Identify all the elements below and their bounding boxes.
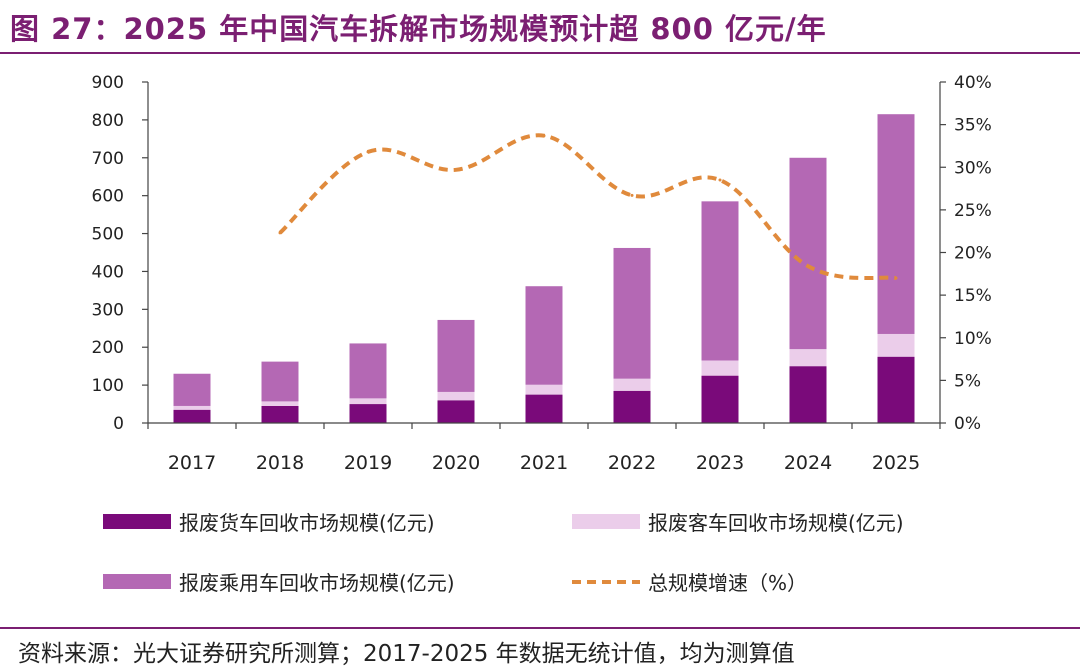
legend-label-0: 报废货车回收市场规模(亿元) xyxy=(179,511,435,535)
right-tick-label-35%: 35% xyxy=(954,116,992,136)
left-tick-label-500: 500 xyxy=(92,225,124,245)
axes-layer: 0 100 200 300 400 500 600 700 800 900 0% 5% 10% 15% 20… xyxy=(92,73,992,474)
title-divider xyxy=(0,52,1080,54)
bar-2025-series-2 xyxy=(877,114,915,334)
source-note: 资料来源：光大证券研究所测算；2017-2025 年数据无统计值，均为测算值 xyxy=(18,641,795,667)
left-tick-label-400: 400 xyxy=(92,262,124,282)
bar-2022-series-2 xyxy=(613,247,651,379)
bar-2020-series-2 xyxy=(437,319,475,392)
right-tick-label-5%: 5% xyxy=(954,371,981,391)
bar-2021-series-1 xyxy=(525,384,563,395)
bar-2021-series-2 xyxy=(525,286,563,385)
bar-2019-series-1 xyxy=(349,398,387,405)
x-tick-label-2022: 2022 xyxy=(608,452,656,474)
growth-point-2024 xyxy=(806,264,810,268)
right-tick-label-15%: 15% xyxy=(954,286,992,306)
x-tick-label-2025: 2025 xyxy=(872,452,920,474)
legend-swatch-0 xyxy=(103,514,171,529)
bar-2018-series-2 xyxy=(261,361,299,402)
right-tick-label-10%: 10% xyxy=(954,329,992,349)
left-tick-label-600: 600 xyxy=(92,187,124,207)
bar-2017-series-1 xyxy=(173,405,211,410)
bar-2022-series-0 xyxy=(613,390,651,423)
growth-point-2020 xyxy=(454,168,458,172)
growth-point-2025 xyxy=(894,276,898,280)
right-tick-label-40%: 40% xyxy=(954,73,992,93)
growth-point-2022 xyxy=(630,193,634,197)
figure-title: 图 27：2025 年中国汽车拆解市场规模预计超 800 亿元/年 xyxy=(10,12,827,46)
legend: 报废货车回收市场规模(亿元) 报废客车回收市场规模(亿元) 报废乘用车回收市场规模(… xyxy=(103,511,904,595)
x-tick-label-2021: 2021 xyxy=(520,452,568,474)
growth-point-2023 xyxy=(718,178,722,182)
right-tick-label-0%: 0% xyxy=(954,414,981,434)
left-tick-label-300: 300 xyxy=(92,300,124,320)
legend-swatch-2 xyxy=(103,574,171,589)
bar-2022-series-1 xyxy=(613,378,651,391)
bar-2018-series-1 xyxy=(261,401,299,406)
x-tick-label-2017: 2017 xyxy=(168,452,216,474)
bar-2025-series-1 xyxy=(877,333,915,357)
x-tick-label-2024: 2024 xyxy=(784,452,832,474)
growth-point-2018 xyxy=(278,231,282,235)
bar-2025-series-0 xyxy=(877,356,915,423)
left-tick-label-0: 0 xyxy=(113,414,124,434)
bar-2024-series-0 xyxy=(789,366,827,423)
bar-2023-series-1 xyxy=(701,360,739,376)
right-tick-label-20%: 20% xyxy=(954,244,992,264)
growth-point-2019 xyxy=(366,150,370,154)
bar-2024-series-1 xyxy=(789,349,827,367)
legend-label-1: 报废客车回收市场规模(亿元) xyxy=(648,511,904,535)
bar-2020-series-1 xyxy=(437,391,475,401)
left-tick-label-700: 700 xyxy=(92,149,124,169)
bar-2023-series-2 xyxy=(701,201,739,361)
source-divider xyxy=(0,627,1080,629)
x-tick-label-2023: 2023 xyxy=(696,452,744,474)
growth-rate-line xyxy=(278,133,897,281)
left-tick-label-900: 900 xyxy=(92,73,124,93)
bar-2020-series-0 xyxy=(437,400,475,423)
bar-2018-series-0 xyxy=(261,405,299,423)
bar-2019-series-0 xyxy=(349,404,387,423)
left-tick-label-800: 800 xyxy=(92,111,124,131)
x-tick-label-2018: 2018 xyxy=(256,452,304,474)
growth-line-layer xyxy=(278,133,898,281)
growth-point-2021 xyxy=(542,134,546,138)
legend-swatch-1 xyxy=(572,514,640,529)
x-tick-label-2019: 2019 xyxy=(344,452,392,474)
left-tick-label-100: 100 xyxy=(92,376,124,396)
legend-label-3: 总规模增速（%） xyxy=(648,571,807,595)
bar-2017-series-0 xyxy=(173,409,211,423)
right-tick-label-25%: 25% xyxy=(954,201,992,221)
bar-2023-series-0 xyxy=(701,375,739,423)
bar-2024-series-2 xyxy=(789,157,827,350)
bar-2019-series-2 xyxy=(349,343,387,399)
bar-2021-series-0 xyxy=(525,394,563,423)
stacked-bar-line-chart: 0 100 200 300 400 500 600 700 800 900 0% 5% 10% 15% 20… xyxy=(92,73,992,595)
bar-2017-series-2 xyxy=(173,373,211,406)
right-tick-label-30%: 30% xyxy=(954,158,992,178)
left-tick-label-200: 200 xyxy=(92,338,124,358)
legend-label-2: 报废乘用车回收市场规模(亿元) xyxy=(179,571,455,595)
bar-layer xyxy=(173,114,915,423)
x-tick-label-2020: 2020 xyxy=(432,452,480,474)
